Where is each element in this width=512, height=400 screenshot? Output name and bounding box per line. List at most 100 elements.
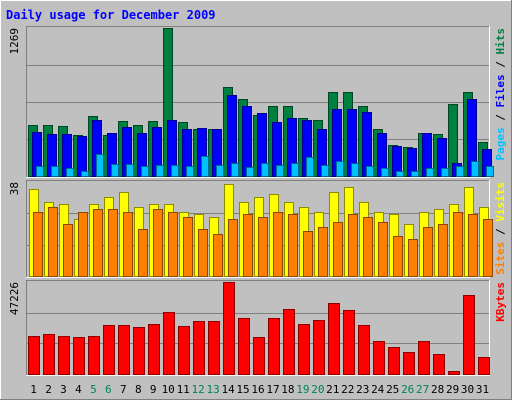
x-tick-label: 10: [162, 383, 175, 396]
panel-top-legend: Pages / Files / Hits: [494, 28, 507, 161]
bar-pages-day-23: [366, 166, 374, 177]
bar-sites-day-25: [393, 236, 403, 277]
x-tick-label: 28: [431, 383, 444, 396]
bar-kbytes-day-27: [418, 341, 430, 375]
bar-pages-day-26: [411, 171, 419, 177]
x-tick-label: 31: [476, 383, 489, 396]
bar-pages-day-1: [36, 166, 44, 177]
bar-kbytes-day-5: [88, 336, 100, 375]
bar-kbytes-day-26: [403, 352, 415, 375]
bar-sites-day-13: [213, 234, 223, 277]
x-tick-label: 2: [45, 383, 52, 396]
x-tick-label: 22: [341, 383, 354, 396]
bar-sites-day-12: [198, 229, 208, 277]
bar-pages-day-3: [66, 168, 74, 177]
x-tick-label: 17: [266, 383, 279, 396]
bar-pages-day-11: [186, 166, 194, 177]
bar-kbytes-day-30: [463, 295, 475, 375]
bar-kbytes-day-17: [268, 318, 280, 375]
legend-entry: KBytes: [494, 282, 507, 322]
bar-pages-day-31: [486, 166, 494, 177]
x-tick-label: 11: [177, 383, 190, 396]
bar-pages-day-19: [306, 157, 314, 177]
bar-pages-day-14: [231, 163, 239, 177]
bar-pages-day-27: [426, 168, 434, 177]
bar-kbytes-day-8: [133, 327, 145, 375]
bar-kbytes-day-1: [28, 336, 40, 375]
series-files: [32, 95, 492, 177]
bar-pages-day-20: [321, 165, 329, 177]
bar-pages-day-21: [336, 161, 344, 177]
x-tick-label: 20: [311, 383, 324, 396]
bar-sites-day-28: [438, 224, 448, 277]
x-tick-label: 16: [251, 383, 264, 396]
panel-middle-legend: Sites / Visits: [494, 182, 507, 275]
bar-sites-day-15: [243, 214, 253, 277]
bar-sites-day-21: [333, 222, 343, 277]
chart-title: Daily usage for December 2009: [6, 8, 216, 22]
x-tick-label: 3: [60, 383, 67, 396]
legend-entry: /: [494, 55, 507, 75]
bar-sites-day-24: [378, 222, 388, 277]
panel-bottom-legend: KBytes: [494, 282, 507, 322]
bar-sites-day-10: [168, 212, 178, 277]
bar-kbytes-day-4: [73, 337, 85, 375]
bar-kbytes-day-20: [313, 320, 325, 375]
legend-entry: /: [494, 108, 507, 128]
bar-pages-day-8: [141, 166, 149, 177]
bar-pages-day-12: [201, 156, 209, 177]
bar-pages-day-13: [216, 165, 224, 177]
bar-pages-day-6: [111, 164, 119, 177]
bar-kbytes-day-15: [238, 318, 250, 375]
legend-entry: Pages: [494, 127, 507, 160]
bar-sites-day-5: [93, 209, 103, 277]
legend-entry: Hits: [494, 28, 507, 55]
bar-pages-day-2: [51, 166, 59, 177]
x-tick-label: 19: [296, 383, 309, 396]
x-tick-label: 26: [401, 383, 414, 396]
series-kbytes: [28, 282, 490, 375]
bar-kbytes-day-16: [253, 337, 265, 375]
bar-pages-day-5: [96, 154, 104, 177]
bar-sites-day-26: [408, 239, 418, 277]
bar-pages-day-30: [471, 161, 479, 177]
panel-bottom-ymax-label: 47226: [8, 282, 21, 315]
bar-sites-day-11: [183, 217, 193, 277]
bar-sites-day-27: [423, 227, 433, 277]
bar-sites-day-22: [348, 214, 358, 277]
bar-sites-day-3: [63, 224, 73, 277]
x-tick-label: 18: [281, 383, 294, 396]
bar-kbytes-day-29: [448, 371, 460, 375]
x-tick-label: 27: [416, 383, 429, 396]
bar-pages-day-16: [261, 163, 269, 177]
x-tick-label: 21: [326, 383, 339, 396]
x-tick-label: 12: [191, 383, 204, 396]
legend-entry: Sites: [494, 242, 507, 275]
bar-kbytes-day-14: [223, 282, 235, 375]
bar-sites-day-14: [228, 219, 238, 277]
bar-pages-day-18: [291, 163, 299, 177]
bar-pages-day-22: [351, 163, 359, 177]
x-tick-label: 4: [75, 383, 82, 396]
panel-top: 1269 Pages / Files / Hits: [8, 26, 507, 178]
bar-sites-day-4: [78, 212, 88, 277]
bar-kbytes-day-22: [343, 310, 355, 375]
bar-sites-day-30: [468, 214, 478, 277]
bar-sites-day-17: [273, 212, 283, 277]
bar-sites-day-19: [303, 231, 313, 277]
bar-sites-day-6: [108, 209, 118, 277]
bar-files-day-4: [77, 136, 87, 177]
bar-kbytes-day-10: [163, 312, 175, 375]
bar-pages-day-10: [171, 165, 179, 177]
x-tick-label: 25: [386, 383, 399, 396]
bar-kbytes-day-2: [43, 334, 55, 375]
bar-sites-day-29: [453, 212, 463, 277]
bar-pages-day-9: [156, 165, 164, 177]
legend-entry: Files: [494, 74, 507, 107]
bar-pages-day-29: [456, 166, 464, 177]
bar-files-day-15: [242, 106, 252, 177]
bar-pages-day-17: [276, 165, 284, 177]
series-sites: [33, 207, 493, 277]
bar-pages-day-7: [126, 164, 134, 177]
